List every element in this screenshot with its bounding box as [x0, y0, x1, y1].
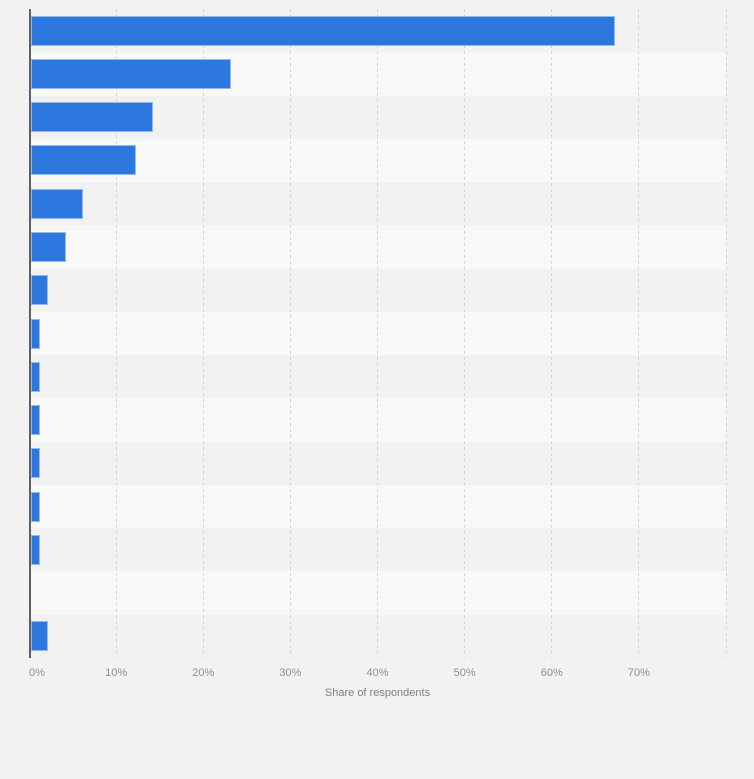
gridline-50 — [464, 9, 466, 658]
bar-row-1[interactable] — [31, 15, 615, 46]
x-tick-label-30: 30% — [279, 667, 302, 679]
bar-row-10[interactable] — [31, 405, 40, 436]
x-tick-label-70: 70% — [627, 667, 650, 679]
bar-row-13[interactable] — [31, 534, 40, 565]
gridline-60 — [551, 9, 553, 658]
bar-row-8[interactable] — [31, 318, 40, 349]
x-tick-label-0: 0% — [29, 667, 45, 679]
x-tick-label-10: 10% — [105, 667, 128, 679]
gridline-10 — [115, 9, 117, 658]
x-tick-label-20: 20% — [192, 667, 215, 679]
bar-row-6[interactable] — [31, 231, 66, 262]
bar-row-15[interactable] — [31, 621, 49, 652]
x-tick-label-50: 50% — [453, 667, 476, 679]
x-tick-label-60: 60% — [540, 667, 563, 679]
bar-row-2[interactable] — [31, 58, 232, 89]
bar-row-7[interactable] — [31, 275, 49, 306]
x-tick-label-40: 40% — [366, 667, 389, 679]
bar-row-9[interactable] — [31, 361, 40, 392]
category-axis-line — [29, 9, 31, 658]
bar-row-4[interactable] — [31, 145, 136, 176]
bar-row-5[interactable] — [31, 188, 84, 219]
gridline-20 — [202, 9, 204, 658]
bar-row-12[interactable] — [31, 491, 40, 522]
bar-row-3[interactable] — [31, 102, 153, 133]
gridline-80 — [725, 9, 727, 658]
gridline-70 — [638, 9, 640, 658]
gridline-40 — [377, 9, 378, 658]
bar-row-11[interactable] — [31, 448, 40, 479]
plot-area — [29, 9, 727, 658]
gridline-30 — [289, 9, 291, 658]
x-axis-title: Share of respondents — [324, 687, 431, 699]
